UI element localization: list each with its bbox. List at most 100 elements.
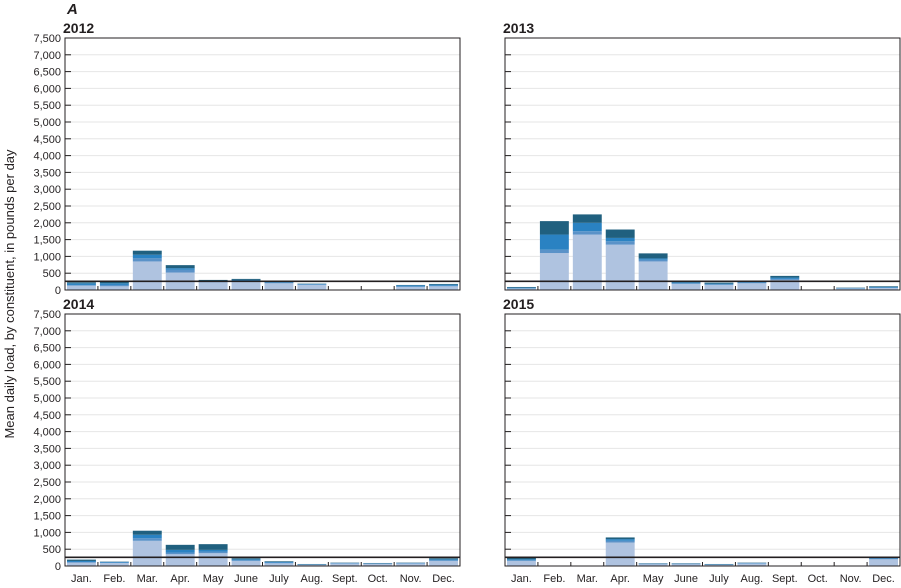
- bar-segment-Oct.-layer1: [363, 563, 393, 566]
- bar-segment-May-layer4: [638, 253, 668, 259]
- y-tick-label: 7,000: [33, 50, 61, 62]
- bar-segment-July-layer1: [704, 284, 734, 290]
- bar-segment-Dec.-layer3: [869, 557, 898, 559]
- bar-segment-Mar.-layer3: [572, 222, 602, 232]
- x-tick-label: Oct.: [808, 573, 828, 585]
- bar-segment-Mar.-layer1: [132, 540, 162, 566]
- bar-segment-Sept.-layer3: [770, 277, 800, 279]
- bar-segment-Feb.-layer2: [99, 284, 129, 287]
- y-tick-label: 500: [43, 268, 61, 280]
- y-tick-label: 3,000: [33, 460, 61, 472]
- x-tick-label: Dec.: [872, 573, 895, 585]
- bar-segment-Feb.-layer1: [99, 286, 129, 290]
- y-tick-label: 1,000: [33, 527, 61, 539]
- y-tick-label: 1,500: [33, 511, 61, 523]
- bar-segment-Feb.-layer3: [99, 561, 129, 563]
- bar-segment-Feb.-layer3: [539, 234, 569, 250]
- bar-segment-Feb.-layer1: [539, 253, 569, 290]
- x-tick-label: Feb.: [103, 573, 125, 585]
- bar-segment-June-layer2: [671, 283, 701, 284]
- bar-segment-Nov.-layer3: [396, 285, 426, 287]
- bar-segment-July-layer2: [264, 282, 294, 284]
- bar-segment-May-layer1: [198, 282, 228, 290]
- bar-segment-Jan.-layer1: [67, 562, 96, 566]
- bar-segment-Sept.-layer1: [330, 563, 360, 566]
- y-tick-label: 6,000: [33, 359, 61, 371]
- chart-panels: 2012 0 500 1,000 1,500 2,000 2,500 3,000 3,500 4,…: [33, 20, 901, 585]
- bar-segment-Feb.-layer4: [539, 221, 569, 235]
- bar-segment-Nov.-layer1: [396, 286, 426, 290]
- bar-segment-May-layer3: [198, 549, 228, 552]
- bar-segment-July-layer3: [264, 281, 294, 283]
- x-tick-label: Apr.: [170, 573, 190, 585]
- bar-segment-Dec.-layer4: [429, 558, 458, 560]
- bar-segment-Jan.-layer2: [67, 284, 96, 286]
- x-tick-label: Oct.: [368, 573, 388, 585]
- x-tick-label: Nov.: [840, 573, 862, 585]
- bar-segment-July-layer2: [704, 284, 734, 285]
- bar-segment-Dec.-layer1: [429, 286, 458, 290]
- bar-segment-Aug.-layer1: [297, 564, 327, 566]
- y-tick-label: 5,500: [33, 100, 61, 112]
- bar-segment-Feb.-layer2: [539, 249, 569, 254]
- bar-segment-July-layer3: [264, 561, 294, 563]
- bar-segment-Jan.-layer3: [67, 283, 96, 285]
- x-tick-label: Sept.: [332, 573, 358, 585]
- bar-segment-Aug.-layer2: [737, 282, 767, 284]
- bar-segment-Dec.-layer1: [869, 287, 898, 290]
- bar-segment-Mar.-layer4: [132, 530, 162, 535]
- y-tick-label: 6,500: [33, 343, 61, 355]
- y-tick-label: 7,500: [33, 33, 61, 45]
- y-tick-label: 4,500: [33, 134, 61, 146]
- bar-segment-Apr.-layer3: [165, 549, 195, 553]
- bar-segment-Jan.-layer4: [67, 282, 96, 284]
- bar-segment-Dec.-layer2: [429, 285, 458, 287]
- y-tick-label: 7,000: [33, 326, 61, 338]
- bar-segment-Mar.-layer2: [132, 538, 162, 541]
- y-tick-label: 2,500: [33, 201, 61, 213]
- bar-segment-Sept.-layer2: [770, 278, 800, 280]
- bar-segment-Mar.-layer4: [132, 250, 162, 255]
- bar-segment-Apr.-layer3: [605, 539, 635, 541]
- bar-segment-Mar.-layer3: [132, 534, 162, 539]
- chart-panel-2013: 2013: [503, 20, 901, 291]
- bar-segment-May-layer4: [198, 544, 228, 550]
- bar-segment-Dec.-layer2: [429, 560, 458, 561]
- bar-segment-Jan.-layer1: [67, 285, 96, 290]
- bar-segment-July-layer1: [264, 283, 294, 290]
- bar-segment-Jan.-layer3: [507, 287, 536, 289]
- bar-segment-Feb.-layer4: [99, 281, 129, 284]
- bar-segment-Aug.-layer1: [297, 284, 327, 290]
- x-tick-label: Nov.: [400, 573, 422, 585]
- bar-segment-Apr.-layer4: [165, 544, 195, 550]
- y-tick-label: 0: [55, 561, 61, 573]
- panel-title: 2012: [63, 20, 94, 36]
- x-tick-label: Aug.: [301, 573, 324, 585]
- bar-segment-Apr.-layer1: [605, 244, 635, 290]
- bar-segment-Jan.-layer2: [67, 561, 96, 563]
- y-tick-label: 2,000: [33, 494, 61, 506]
- y-tick-label: 0: [55, 285, 61, 297]
- bar-segment-June-layer3: [231, 559, 261, 561]
- x-tick-label: June: [234, 573, 258, 585]
- bar-segment-Apr.-layer2: [605, 540, 635, 543]
- y-tick-label: 5,000: [33, 393, 61, 405]
- chart-panel-2015: 2015 Jan. Feb. Mar. Apr. May June July Aug. Sept.…: [503, 296, 901, 585]
- bar-segment-Aug.-layer2: [297, 284, 327, 285]
- bar-segment-Mar.-layer1: [132, 261, 162, 290]
- bar-segment-Aug.-layer1: [737, 283, 767, 290]
- bar-segment-Apr.-layer2: [165, 552, 195, 555]
- bar-segment-June-layer3: [671, 282, 701, 284]
- bar-segment-Jan.-layer3: [67, 560, 96, 562]
- panel-title: 2014: [63, 296, 94, 312]
- bar-segment-July-layer3: [704, 283, 734, 285]
- y-tick-label: 4,000: [33, 427, 61, 439]
- y-tick-label: 500: [43, 544, 61, 556]
- bar-segment-June-layer2: [231, 560, 261, 561]
- plot-frame: [64, 37, 461, 291]
- bar-segment-Jan.-layer4: [507, 286, 536, 288]
- x-tick-label: Sept.: [772, 573, 798, 585]
- bar-segment-May-layer1: [638, 564, 668, 566]
- bar-segment-Jan.-layer4: [507, 557, 536, 560]
- y-tick-label: 2,000: [33, 218, 61, 230]
